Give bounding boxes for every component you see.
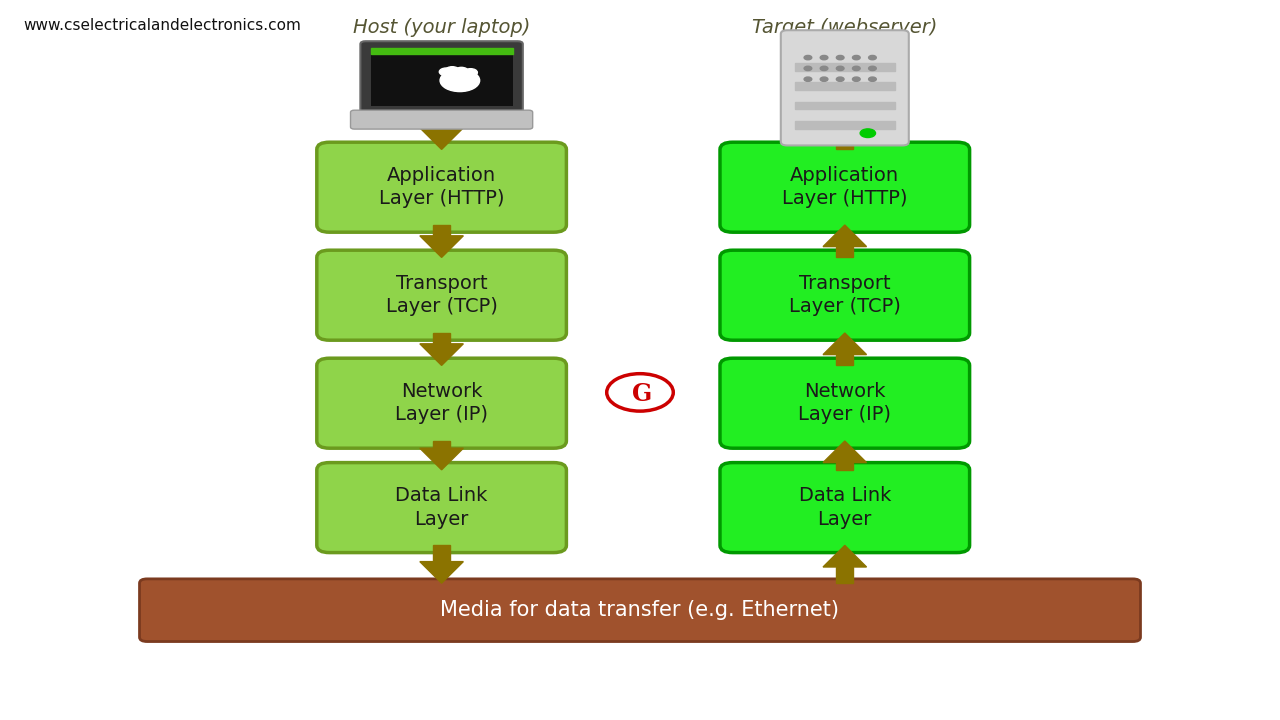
- FancyBboxPatch shape: [719, 463, 970, 553]
- Bar: [837, 462, 854, 470]
- Bar: [795, 102, 895, 109]
- Bar: [371, 48, 512, 55]
- Circle shape: [440, 69, 480, 91]
- Polygon shape: [823, 546, 867, 567]
- Text: G: G: [632, 382, 653, 406]
- FancyBboxPatch shape: [719, 359, 970, 448]
- Circle shape: [804, 55, 812, 60]
- Polygon shape: [420, 344, 463, 365]
- Text: Media for data transfer (e.g. Ethernet): Media for data transfer (e.g. Ethernet): [440, 600, 840, 620]
- Text: Host (your laptop): Host (your laptop): [353, 18, 530, 37]
- Bar: [433, 333, 451, 344]
- FancyBboxPatch shape: [351, 110, 532, 129]
- Circle shape: [804, 66, 812, 71]
- FancyBboxPatch shape: [719, 251, 970, 341]
- Text: Transport
Layer (TCP): Transport Layer (TCP): [385, 274, 498, 317]
- Circle shape: [869, 66, 877, 71]
- Circle shape: [820, 77, 828, 81]
- Text: www.cselectricalandelectronics.com: www.cselectricalandelectronics.com: [23, 18, 301, 33]
- Polygon shape: [823, 225, 867, 246]
- Circle shape: [836, 77, 844, 81]
- FancyBboxPatch shape: [371, 48, 512, 106]
- FancyBboxPatch shape: [140, 579, 1140, 642]
- Circle shape: [836, 55, 844, 60]
- Circle shape: [869, 55, 877, 60]
- Circle shape: [820, 66, 828, 71]
- Polygon shape: [823, 122, 867, 144]
- Text: Data Link
Layer: Data Link Layer: [396, 486, 488, 529]
- FancyBboxPatch shape: [316, 463, 566, 553]
- Bar: [433, 441, 451, 448]
- FancyBboxPatch shape: [316, 143, 566, 232]
- Circle shape: [852, 55, 860, 60]
- Bar: [837, 144, 854, 149]
- Circle shape: [445, 67, 460, 74]
- Polygon shape: [420, 127, 463, 149]
- Circle shape: [439, 68, 453, 76]
- FancyBboxPatch shape: [719, 143, 970, 232]
- Bar: [837, 355, 854, 365]
- Bar: [837, 246, 854, 258]
- Text: Network
Layer (IP): Network Layer (IP): [799, 382, 891, 425]
- Circle shape: [869, 77, 877, 81]
- Circle shape: [454, 68, 468, 75]
- Text: Application
Layer (HTTP): Application Layer (HTTP): [379, 166, 504, 209]
- Bar: [433, 122, 451, 127]
- Bar: [433, 546, 451, 562]
- Bar: [795, 121, 895, 129]
- Circle shape: [820, 55, 828, 60]
- Polygon shape: [420, 236, 463, 258]
- Polygon shape: [420, 562, 463, 583]
- Bar: [795, 82, 895, 90]
- Text: Transport
Layer (TCP): Transport Layer (TCP): [788, 274, 901, 317]
- Text: Data Link
Layer: Data Link Layer: [799, 486, 891, 529]
- Text: Network
Layer (IP): Network Layer (IP): [396, 382, 488, 425]
- Bar: [837, 567, 854, 583]
- Circle shape: [860, 129, 876, 138]
- Circle shape: [852, 77, 860, 81]
- Text: Application
Layer (HTTP): Application Layer (HTTP): [782, 166, 908, 209]
- Polygon shape: [823, 333, 867, 355]
- FancyBboxPatch shape: [361, 41, 522, 113]
- Circle shape: [804, 77, 812, 81]
- Polygon shape: [420, 448, 463, 470]
- Polygon shape: [823, 441, 867, 462]
- Circle shape: [852, 66, 860, 71]
- Circle shape: [463, 68, 477, 76]
- FancyBboxPatch shape: [316, 359, 566, 448]
- Bar: [795, 63, 895, 71]
- Circle shape: [836, 66, 844, 71]
- FancyBboxPatch shape: [781, 30, 909, 145]
- Bar: [433, 225, 451, 236]
- Text: Target (webserver): Target (webserver): [753, 18, 937, 37]
- FancyBboxPatch shape: [316, 251, 566, 341]
